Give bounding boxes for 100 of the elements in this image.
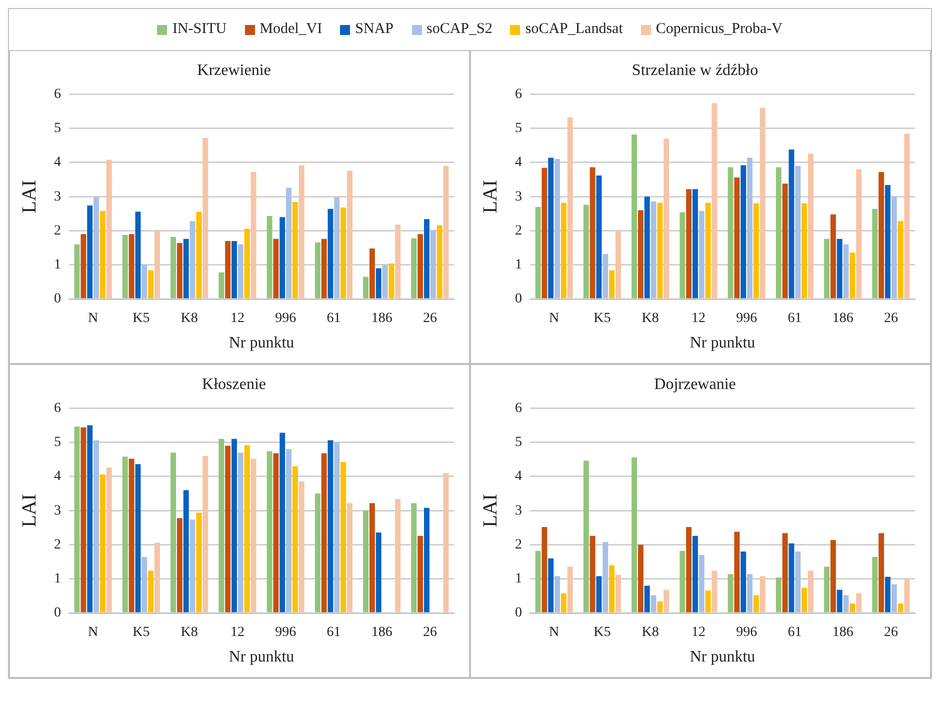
bar: [638, 210, 644, 298]
bar: [644, 196, 650, 298]
bar: [904, 134, 910, 298]
bar: [128, 458, 134, 612]
y-tick-label: 4: [515, 469, 522, 484]
bar: [885, 576, 890, 612]
x-tick-label: 12: [691, 311, 706, 326]
bar: [128, 234, 134, 298]
x-tick-label: 996: [275, 625, 296, 640]
y-tick-label: 1: [54, 258, 61, 273]
bar: [225, 446, 231, 612]
bar: [280, 217, 286, 298]
bar: [154, 230, 160, 298]
bar: [712, 570, 718, 612]
bar: [836, 238, 842, 298]
bar: [740, 552, 746, 612]
bar: [369, 248, 375, 298]
x-tick-label: 186: [371, 311, 392, 326]
x-axis-title: Nr punktu: [690, 648, 756, 666]
bar: [698, 554, 704, 612]
bar: [686, 526, 692, 612]
y-tick-label: 5: [515, 121, 522, 136]
bar: [334, 197, 340, 298]
bar: [734, 177, 740, 298]
bar: [80, 427, 86, 612]
y-tick-label: 2: [515, 537, 522, 552]
legend-label: SNAP: [355, 21, 394, 38]
bar: [548, 158, 554, 298]
bar: [753, 595, 759, 612]
bar: [376, 268, 382, 298]
bar: [273, 453, 279, 612]
bar: [273, 238, 279, 298]
bar: [363, 276, 368, 298]
bar: [292, 202, 298, 298]
bar: [395, 498, 401, 612]
bar: [321, 238, 327, 298]
bar: [567, 117, 573, 298]
bar: [596, 576, 602, 612]
bar: [602, 542, 608, 612]
bar: [567, 566, 573, 612]
y-tick-label: 1: [515, 258, 522, 273]
bar: [418, 536, 424, 612]
bar: [609, 565, 615, 612]
x-axis-title: Nr punktu: [690, 334, 756, 352]
bar: [747, 574, 752, 612]
chart-title: Krzewienie: [197, 62, 271, 79]
bar: [632, 134, 637, 298]
y-tick-label: 0: [515, 606, 522, 621]
bar: [176, 243, 182, 298]
bar: [87, 425, 93, 612]
bar: [650, 201, 656, 298]
chart-title: Strzelanie w źdźbło: [632, 62, 758, 79]
bar: [560, 202, 566, 298]
y-tick-label: 5: [54, 121, 61, 136]
bar: [232, 438, 237, 612]
bar: [106, 160, 112, 298]
x-axis-title: Nr punktu: [228, 334, 294, 352]
bar: [602, 254, 608, 298]
bar: [334, 442, 340, 612]
bar: [554, 159, 560, 298]
bar: [376, 532, 382, 612]
y-tick-label: 3: [54, 503, 61, 518]
bar: [712, 103, 718, 298]
x-tick-label: 26: [884, 625, 898, 640]
bar: [286, 449, 292, 612]
bar: [238, 452, 244, 612]
bar: [340, 462, 346, 612]
y-tick-label: 4: [54, 155, 61, 170]
bar: [250, 172, 256, 298]
bar: [776, 167, 782, 298]
x-tick-label: N: [549, 311, 560, 326]
bar: [314, 242, 320, 298]
bar: [843, 595, 849, 612]
bar: [680, 212, 686, 298]
bar: [830, 540, 836, 612]
bar: [225, 240, 231, 298]
bar: [856, 593, 862, 612]
y-tick-label: 6: [515, 400, 522, 416]
bar: [298, 481, 304, 612]
bar: [657, 601, 663, 612]
bar: [94, 440, 99, 612]
bar: [183, 490, 189, 612]
bar: [734, 532, 740, 612]
bar: [196, 212, 202, 298]
x-tick-label: K8: [642, 311, 659, 326]
chart-title: Kłoszenie: [202, 376, 266, 393]
bar: [395, 224, 401, 298]
x-tick-label: K5: [132, 625, 150, 640]
bar: [443, 166, 449, 298]
y-tick-label: 4: [54, 469, 61, 484]
bar: [843, 244, 849, 298]
bar: [554, 576, 560, 612]
x-tick-label: 186: [832, 625, 854, 640]
bar: [190, 221, 196, 298]
bar: [747, 158, 752, 298]
bar: [753, 203, 759, 298]
bar: [347, 503, 352, 612]
bar: [418, 234, 424, 298]
bar: [692, 536, 698, 612]
y-tick-label: 0: [54, 292, 61, 307]
